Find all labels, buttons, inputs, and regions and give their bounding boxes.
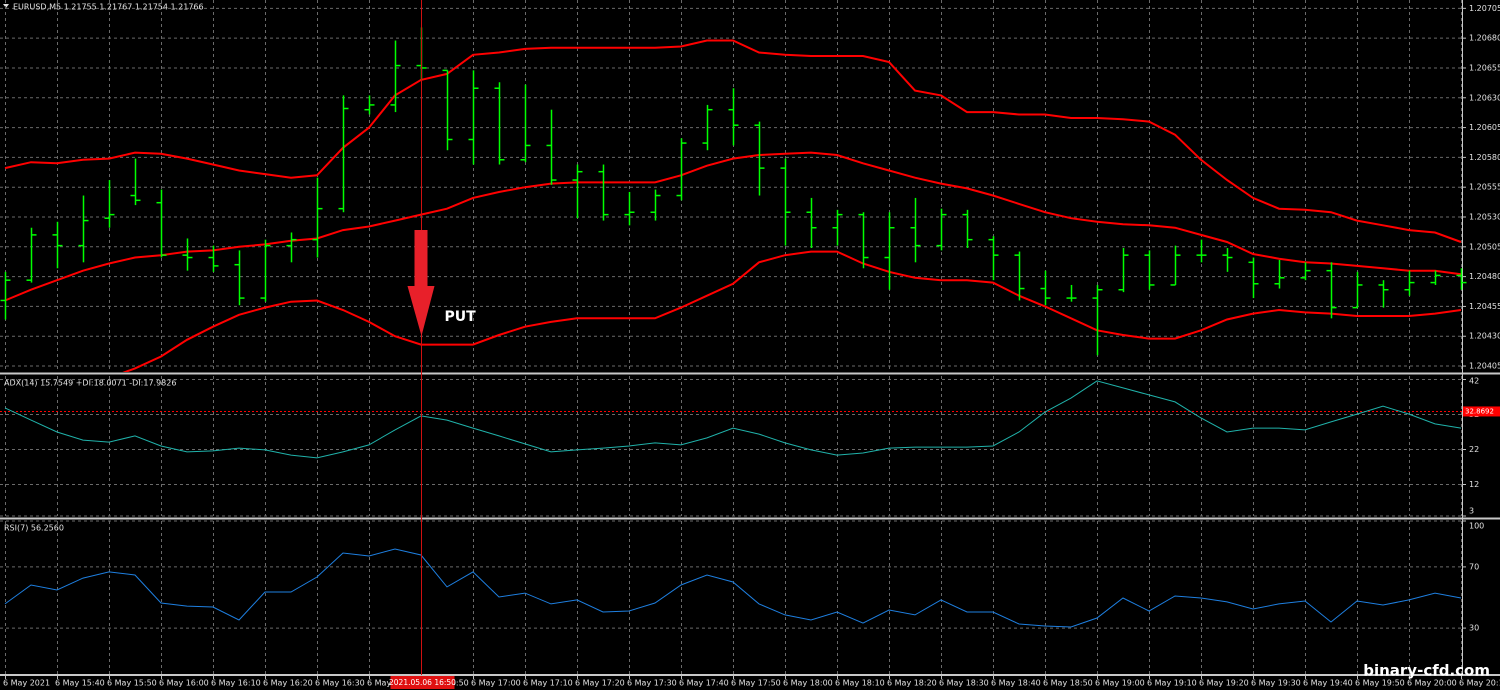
y-tick-label: 1.20630 [1469, 93, 1500, 102]
y-tick-label: 1.20480 [1469, 272, 1500, 281]
x-tick-label: 6 May 17:10 [523, 679, 573, 688]
indicator-line [4, 380, 1462, 459]
y-tick-label: 1.20405 [1469, 362, 1500, 371]
x-tick-label: 6 May 19:20 [1199, 679, 1249, 688]
x-tick-label: 6 May 19:50 [1355, 679, 1405, 688]
x-tick-label: 6 May 15:40 [55, 679, 105, 688]
panel-title: ADX(14) 15.7549 +DI:18.0071 -DI:17.9826 [4, 379, 176, 388]
bollinger-band [4, 151, 1462, 302]
x-tick-label: 6 May 15:50 [107, 679, 157, 688]
x-tick-label: 6 May 16:30 [315, 679, 365, 688]
y-tick-label: 1.20605 [1469, 123, 1500, 132]
y-tick-label: 1.20655 [1469, 63, 1500, 72]
y-tick-label: 70 [1469, 562, 1479, 571]
watermark: binary-cfd.com [1363, 662, 1490, 680]
y-tick-label: 1.20505 [1469, 242, 1500, 251]
signal-arrow-stem [414, 230, 428, 288]
x-tick-label: 6 May 19:40 [1303, 679, 1353, 688]
panel-title: EURUSD,M5 1.21755 1.21767 1.21754 1.2176… [13, 3, 204, 12]
y-tick-label: 12 [1469, 480, 1479, 489]
x-tick-label: 6 May 2021 [3, 679, 50, 688]
x-tick-label: 6 May 18:00 [783, 679, 833, 688]
x-tick-label: 6 May 20:00 [1407, 679, 1457, 688]
x-tick-label: 6 May 18:10 [835, 679, 885, 688]
x-tick-label: 6 May 18:20 [887, 679, 937, 688]
x-tick-label: 6 May 17:40 [679, 679, 729, 688]
y-tick-label: 30 [1469, 624, 1479, 633]
indicator-line [4, 548, 1462, 628]
level-label-box [1463, 406, 1500, 417]
x-tick-label: 6 May 16:20 [263, 679, 313, 688]
panel-title: RSI(7) 56.2560 [4, 524, 64, 533]
bollinger-band [4, 39, 1462, 243]
signal-label: PUT [445, 309, 477, 325]
y-tick-label: 1.20555 [1469, 183, 1500, 192]
x-tick-label: 6 May 19:10 [1147, 679, 1197, 688]
y-tick-label: 1.20680 [1469, 34, 1500, 43]
y-tick-label: 100 [1469, 522, 1484, 531]
crosshair-label: 2021.05.06 16:50 [389, 678, 456, 687]
x-tick-label: 6 May 16:00 [159, 679, 209, 688]
x-tick-label: 6 May 17:50 [731, 679, 781, 688]
x-tick-label: 6 May 17:20 [575, 679, 625, 688]
x-tick-label: 6 May 18:30 [939, 679, 989, 688]
y-tick-label: 1.20455 [1469, 302, 1500, 311]
x-tick-label: 6 May 20:10 [1459, 679, 1500, 688]
y-tick-label: 22 [1469, 445, 1479, 454]
x-tick-label: 6 May 18:40 [991, 679, 1041, 688]
y-tick-label: 1.20430 [1469, 332, 1500, 341]
x-tick-label: 6 May 16:10 [211, 679, 261, 688]
signal-arrow-head [407, 286, 435, 336]
crosshair-label-box [390, 676, 455, 689]
y-tick-label: 42 [1469, 377, 1479, 386]
x-tick-label: 6 May 17:30 [627, 679, 677, 688]
x-tick-label: 6 May 17:00 [471, 679, 521, 688]
x-tick-label: 6 May 18:50 [1043, 679, 1093, 688]
x-tick-label: 6 May 19:00 [1095, 679, 1145, 688]
level-label: 32.8692 [1465, 407, 1494, 415]
y-tick-label: 1.20705 [1469, 4, 1500, 13]
y-tick-label: 1.20530 [1469, 213, 1500, 222]
bollinger-band [122, 250, 1462, 372]
x-tick-label: 6 May 19:30 [1251, 679, 1301, 688]
y-tick-label: 1.20580 [1469, 153, 1500, 162]
y-tick-label: 3 [1469, 507, 1474, 516]
